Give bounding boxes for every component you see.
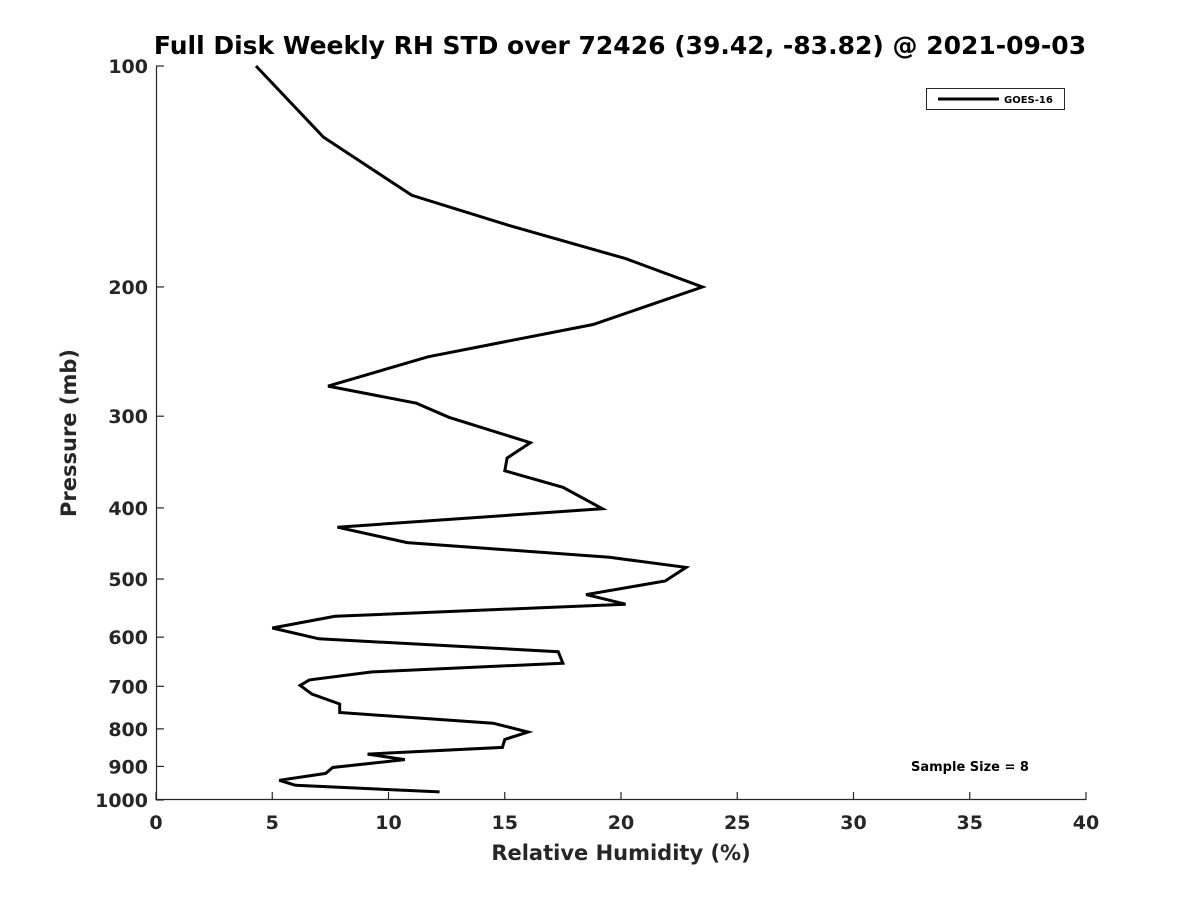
x-axis-label: Relative Humidity (%) xyxy=(491,841,750,865)
y-tick-label: 700 xyxy=(108,676,148,698)
x-tick-label: 20 xyxy=(608,812,634,834)
y-tick-label: 600 xyxy=(108,627,148,649)
x-tick-label: 35 xyxy=(957,812,983,834)
y-tick-label: 900 xyxy=(108,756,148,778)
x-tick-label: 30 xyxy=(840,812,866,834)
x-tick-label: 15 xyxy=(492,812,518,834)
x-tick-label: 25 xyxy=(724,812,750,834)
series-layer xyxy=(254,64,707,794)
y-tick-label: 800 xyxy=(108,719,148,741)
y-tick-label: 100 xyxy=(108,56,148,78)
x-tick-label: 40 xyxy=(1073,812,1099,834)
y-tick-label: 1000 xyxy=(95,790,148,812)
y-tick-label: 200 xyxy=(108,277,148,299)
series-line-goes-16 xyxy=(254,64,707,794)
y-tick-label: 500 xyxy=(108,569,148,591)
sample-size-annotation: Sample Size = 8 xyxy=(911,760,1029,775)
x-tick-label: 0 xyxy=(149,812,162,834)
y-tick-label: 400 xyxy=(108,498,148,520)
x-tick-label: 5 xyxy=(266,812,279,834)
legend: GOES-16 xyxy=(926,88,1065,110)
chart-title: Full Disk Weekly RH STD over 72426 (39.4… xyxy=(154,31,1086,60)
y-axis: 100 200 300 400 500 600 700 800 900 1000 xyxy=(95,56,164,812)
legend-label: GOES-16 xyxy=(1004,95,1053,106)
x-tick-label: 10 xyxy=(375,812,401,834)
y-axis-label: Pressure (mb) xyxy=(57,349,81,517)
x-axis: 0 5 10 15 20 25 30 35 40 xyxy=(149,792,1099,834)
y-tick-label: 300 xyxy=(108,406,148,428)
